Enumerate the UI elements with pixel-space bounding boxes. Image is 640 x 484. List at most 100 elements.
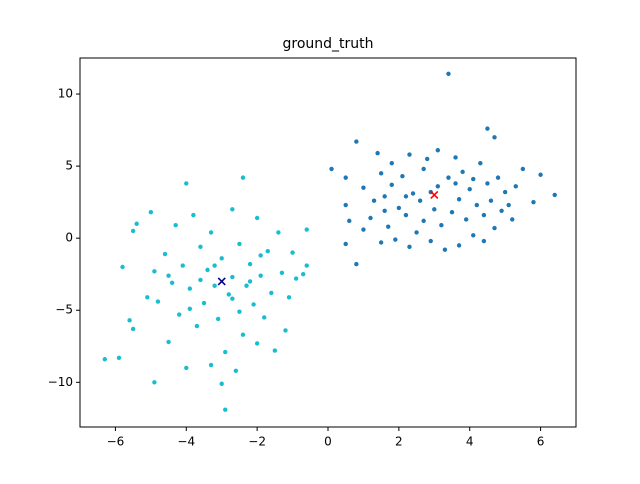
point [145,295,150,300]
point [354,261,359,267]
point [215,316,221,322]
point [258,253,263,258]
point [219,381,224,386]
point [343,202,348,208]
chart-title: ground_truth [282,36,373,52]
point [378,240,384,245]
point [212,283,217,288]
point [304,227,309,232]
point [301,272,306,277]
point [520,166,526,172]
y-tick-label: 10 [58,87,73,101]
point [400,173,405,179]
point [492,135,497,140]
point [510,217,515,222]
point [166,339,171,345]
point [187,286,193,291]
point [361,185,366,190]
point [481,238,487,244]
point [269,290,274,296]
point [463,217,469,222]
point [244,283,249,288]
point [283,328,288,333]
point [254,341,260,346]
point [552,192,557,198]
point [343,241,348,247]
point [226,292,231,297]
point [198,277,203,283]
point [187,306,193,312]
point [417,198,423,203]
point [371,198,377,203]
point [343,175,348,180]
x-tick-label: −6 [107,435,125,449]
point [237,241,242,247]
point [421,166,426,172]
point [488,198,494,203]
point [506,202,511,208]
point [538,172,543,177]
point [177,312,182,317]
point [368,215,373,221]
point [247,279,253,284]
point [499,208,504,213]
point [205,267,210,273]
point [194,323,200,329]
point [237,309,242,314]
point [495,175,501,180]
point [456,197,462,202]
point [474,202,479,208]
point [152,269,157,274]
y-tick-label: −10 [48,375,73,389]
point [382,194,387,199]
point [481,212,487,218]
x-tick-label: 6 [537,435,545,449]
point [184,181,189,186]
point [127,318,132,323]
point [329,166,334,172]
point [467,186,472,192]
point [184,365,189,371]
point [102,357,108,362]
point [513,184,518,189]
x-tick-label: 4 [466,435,474,449]
point [354,139,359,144]
point [389,161,394,166]
center-marker [217,277,226,286]
point [152,380,157,385]
point [251,302,256,307]
point [169,280,175,286]
point [432,207,437,212]
x-tick-label: −4 [177,435,195,449]
y-tick-label: 5 [65,159,73,173]
point [403,212,409,218]
point [304,263,309,268]
x-tick-label: 2 [395,435,403,449]
point [389,182,394,188]
point [130,228,136,234]
point [191,212,196,218]
point [258,273,263,278]
point [502,189,508,195]
point [442,247,448,252]
point [223,349,228,355]
point [410,191,416,196]
point [201,300,207,306]
point [531,199,536,205]
point [460,169,465,175]
point [435,184,441,189]
x-tick-label: 0 [324,435,332,449]
point [272,348,278,353]
point [223,407,228,412]
point [407,152,412,157]
point [361,227,366,232]
point [293,276,299,281]
point [130,326,136,332]
point [230,207,235,212]
point [265,248,270,254]
point [212,263,217,268]
point [162,251,168,257]
point [428,238,433,244]
point [421,218,426,224]
